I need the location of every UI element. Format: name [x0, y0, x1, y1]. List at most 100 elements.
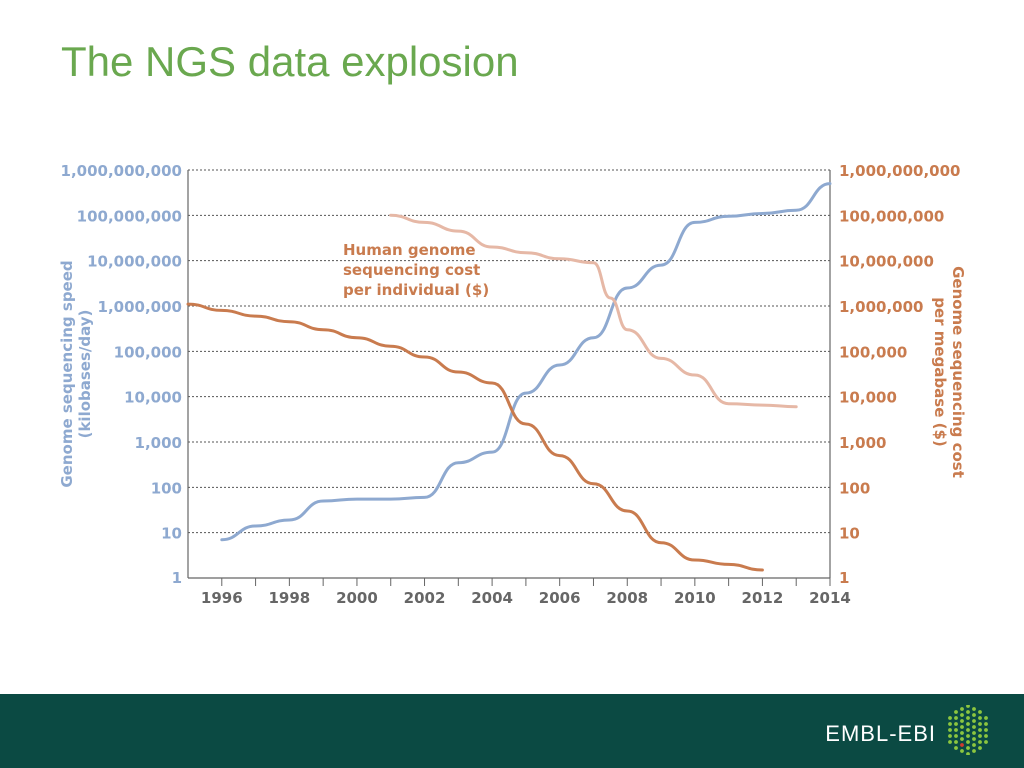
logo-dot: [966, 746, 970, 750]
embl-ebi-logo-text: EMBL-EBI: [825, 721, 936, 746]
logo-dot: [978, 716, 982, 720]
logo-dot: [954, 716, 958, 720]
logo-dot: [948, 740, 952, 744]
logo-dot: [966, 728, 970, 732]
x-tick-label: 1996: [201, 589, 243, 607]
logo-dot: [978, 734, 982, 738]
y-tick-label-right: 100,000,000: [839, 207, 944, 225]
ngs-chart: 1996 1998 2000 2002 2004 2006 2008 2010 2012 2014…: [58, 162, 967, 607]
x-tick-label: 2006: [539, 589, 581, 607]
logo-dot: [966, 722, 970, 726]
y-tick-label-right: 100,000: [839, 343, 907, 361]
y-axis-title-left-line: Genome sequencing speed: [58, 260, 76, 487]
logo-dot: [954, 722, 958, 726]
y-axis-title-right-line: Genome sequencing cost: [949, 266, 967, 478]
logo-dot: [954, 746, 958, 750]
logo-dot: [966, 705, 970, 708]
annotation-line: Human genome: [343, 241, 476, 259]
logo-dot: [960, 707, 964, 711]
y-tick-label-right: 10,000,000: [839, 253, 934, 271]
chart-grid: [188, 169, 830, 534]
logo-dot: [984, 722, 988, 726]
logo-dot: [966, 734, 970, 738]
logo-dot: [978, 746, 982, 750]
logo-dot: [984, 740, 988, 744]
y-axis-title-left-line: (kilobases/day): [76, 310, 94, 439]
chart-ticks: 1996 1998 2000 2002 2004 2006 2008 2010 2012 2014…: [61, 162, 961, 607]
logo-dot: [948, 716, 952, 720]
y-axis-title-right: Genome sequencing costper megabase ($): [931, 266, 967, 478]
x-tick-label: 2010: [674, 589, 716, 607]
logo-dot: [960, 731, 964, 735]
logo-dot: [978, 722, 982, 726]
logo-dot: [972, 737, 976, 741]
logo-dot: [972, 725, 976, 729]
logo-dot: [960, 719, 964, 723]
chart-frame: [187, 170, 831, 579]
logo-dot: [954, 740, 958, 744]
logo-dot: [960, 713, 964, 717]
logo-dot: [966, 710, 970, 714]
logo-dot: [966, 716, 970, 720]
logo-dot: [984, 734, 988, 738]
logo-dot: [984, 716, 988, 720]
y-tick-label-left: 10: [161, 525, 182, 543]
y-tick-label-left: 1,000: [135, 434, 182, 452]
logo-dot: [972, 707, 976, 711]
logo-dot: [960, 749, 964, 753]
y-tick-label-right: 1,000: [839, 434, 886, 452]
x-tick-label: 2000: [336, 589, 378, 607]
footer-bar: EMBL-EBI: [0, 694, 1024, 768]
y-tick-label-left: 10,000,000: [87, 253, 182, 271]
annotation-line: per individual ($): [343, 281, 489, 299]
x-tick-label: 2008: [606, 589, 648, 607]
y-tick-label-right: 10: [839, 525, 860, 543]
y-axis-title-left: Genome sequencing speed(kilobases/day): [58, 260, 94, 487]
y-tick-label-right: 1,000,000: [839, 298, 923, 316]
logo-dot: [978, 710, 982, 714]
series-line-speed: [220, 182, 832, 542]
y-tick-label-left: 10,000: [124, 389, 182, 407]
x-tick-label: 2012: [742, 589, 784, 607]
series-line-cost-megabase: [186, 302, 764, 572]
logo-dot: [948, 722, 952, 726]
slide-title: The NGS data explosion: [61, 38, 519, 85]
y-tick-label-right: 100: [839, 479, 870, 497]
y-tick-label-right: 1,000,000,000: [839, 162, 960, 180]
logo-dot: [972, 749, 976, 753]
logo-dot: [972, 713, 976, 717]
y-axis-title-right-line: per megabase ($): [931, 297, 949, 447]
y-tick-label-left: 100,000,000: [77, 207, 182, 225]
x-tick-label: 1998: [268, 589, 310, 607]
logo-dot: [972, 743, 976, 747]
logo-dot: [948, 728, 952, 732]
logo-dot: [954, 728, 958, 732]
logo-dot: [966, 740, 970, 744]
y-tick-label-right: 10,000: [839, 389, 897, 407]
logo-dot: [954, 734, 958, 738]
y-tick-label-left: 100,000: [114, 343, 182, 361]
y-tick-label-right: 1: [839, 569, 849, 587]
chart-series: [186, 182, 832, 572]
logo-dot: [972, 731, 976, 735]
annotation-human-genome-cost: Human genome sequencing cost per individua…: [343, 241, 489, 299]
chart-labels: Genome sequencing speed(kilobases/day) Ge…: [58, 241, 967, 488]
logo-dot: [978, 728, 982, 732]
y-tick-label-left: 100: [151, 479, 182, 497]
x-tick-label: 2014: [809, 589, 851, 607]
y-tick-label-left: 1,000,000: [98, 298, 182, 316]
logo-dot: [978, 740, 982, 744]
logo-dot: [948, 734, 952, 738]
x-tick-label: 2004: [471, 589, 513, 607]
annotation-line: sequencing cost: [343, 261, 480, 279]
logo-dot: [960, 737, 964, 741]
logo-dot: [960, 743, 964, 747]
logo-dot: [966, 752, 970, 755]
y-tick-label-left: 1: [172, 569, 182, 587]
series-line-cost-individual: [389, 213, 798, 409]
y-tick-label-left: 1,000,000,000: [61, 162, 182, 180]
logo-dot: [984, 728, 988, 732]
embl-ebi-logo-icon: [948, 705, 988, 755]
logo-dot: [972, 719, 976, 723]
logo-dot: [960, 725, 964, 729]
